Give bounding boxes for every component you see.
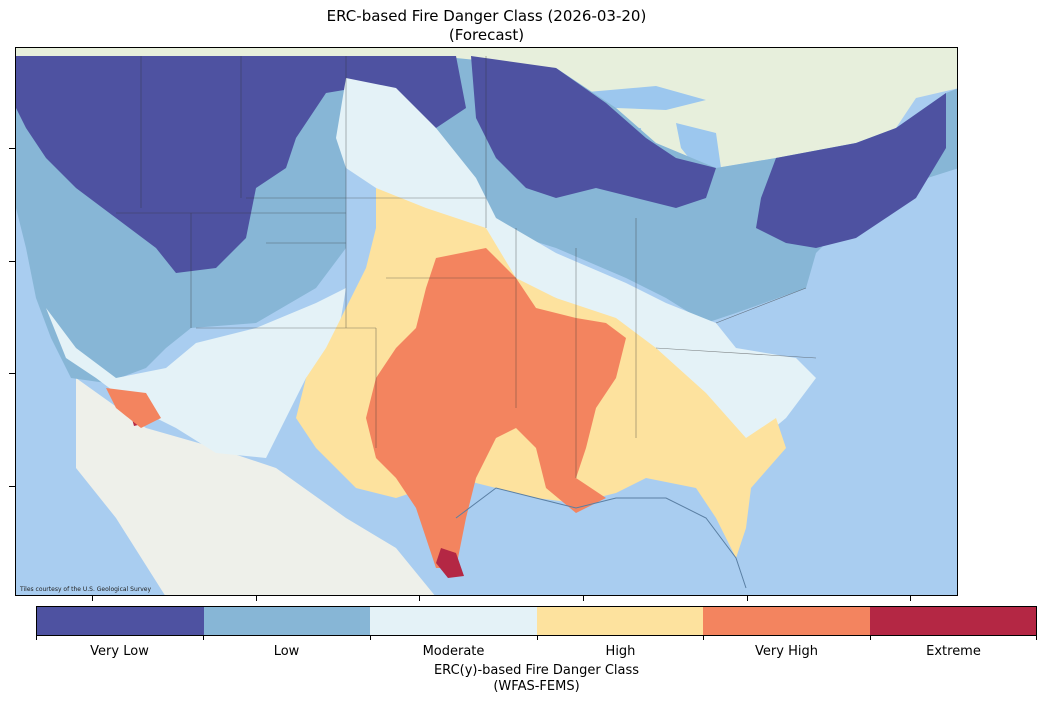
- colorbar-tick: [203, 636, 204, 640]
- fire-danger-map: [16, 48, 957, 595]
- map-panel[interactable]: Tiles courtesy of the U.S. Geological Su…: [15, 47, 958, 596]
- colorbar-tick: [370, 636, 371, 640]
- colorbar-segment-very-high: [703, 607, 870, 635]
- y-axis-tick: [9, 148, 15, 149]
- colorbar: [36, 606, 1037, 636]
- y-axis-tick: [9, 486, 15, 487]
- zone-extreme-south-texas: [436, 548, 464, 578]
- colorbar-tick: [36, 636, 37, 640]
- map-title-line1: ERC-based Fire Danger Class (2026-03-20): [326, 7, 647, 25]
- colorbar-segment-high: [536, 607, 703, 635]
- zone-very-low-upper-midwest: [471, 56, 716, 208]
- state-borders: [116, 56, 817, 478]
- x-axis-tick: [910, 596, 911, 601]
- zone-very-high: [366, 248, 626, 568]
- zone-moderate: [46, 78, 816, 458]
- colorbar-tick: [537, 636, 538, 640]
- zone-very-low-northeast: [756, 93, 946, 248]
- colorbar-segment-extreme: [869, 607, 1036, 635]
- x-axis-tick: [419, 596, 420, 601]
- colorbar-label: Very Low: [90, 644, 149, 659]
- y-axis-tick: [9, 373, 15, 374]
- colorbar-title-line2: (WFAS-FEMS): [493, 679, 580, 694]
- colorbar-tick: [1036, 636, 1037, 640]
- y-axis-tick: [9, 261, 15, 262]
- zone-very-high-socal: [106, 388, 161, 428]
- map-title-line2: (Forecast): [448, 26, 525, 44]
- colorbar-segment-moderate: [370, 607, 537, 635]
- colorbar-label: Very High: [755, 644, 818, 659]
- map-title: ERC-based Fire Danger Class (2026-03-20)…: [0, 7, 973, 45]
- colorbar-title: ERC(y)-based Fire Danger Class (WFAS-FEM…: [36, 663, 1037, 695]
- colorbar-tick: [703, 636, 704, 640]
- x-axis-tick: [747, 596, 748, 601]
- map-attribution: Tiles courtesy of the U.S. Geological Su…: [20, 586, 152, 593]
- great-lake-huron: [676, 123, 721, 173]
- mexico-land: [76, 378, 435, 595]
- colorbar-segment-low: [203, 607, 370, 635]
- colorbar-segment-very-low: [37, 607, 204, 635]
- x-axis-tick: [583, 596, 584, 601]
- x-axis-tick: [92, 596, 93, 601]
- colorbar-label: Moderate: [422, 644, 485, 659]
- x-axis-tick: [256, 596, 257, 601]
- colorbar-tick: [870, 636, 871, 640]
- canada-land: [16, 48, 957, 168]
- colorbar-label: Extreme: [926, 644, 981, 659]
- coastline-gulf: [455, 487, 747, 589]
- colorbar-label: Low: [273, 644, 300, 659]
- colorbar-title-line1: ERC(y)-based Fire Danger Class: [433, 663, 640, 678]
- colorbar-label: High: [605, 644, 636, 659]
